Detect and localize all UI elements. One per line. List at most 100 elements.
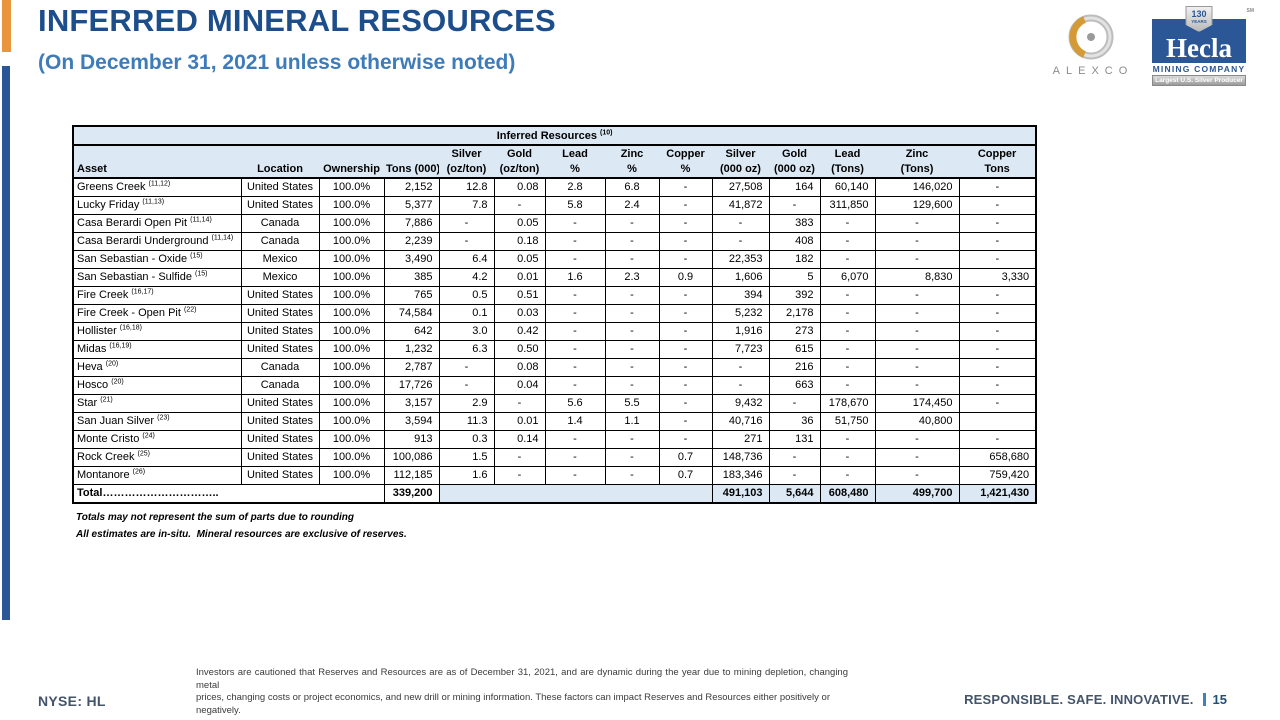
cell-zinc-tons: - <box>874 447 960 467</box>
cell-gold-ozton: - <box>493 465 546 485</box>
header-zinc-pct: % <box>605 161 659 179</box>
cell-tons-000: 100,086 <box>383 447 440 467</box>
cell-copper-tons: - <box>958 357 1037 377</box>
table-body: Greens Creek (11,12) United States 100.0% 2… <box>72 177 1037 504</box>
cell-gold-ozton: 0.50 <box>493 339 546 359</box>
cell-silver-ozton: - <box>438 357 495 377</box>
page-number-separator <box>1202 693 1206 706</box>
cell-lead-tons: 51,750 <box>819 411 876 431</box>
total-gold-koz: 5,644 <box>768 483 821 504</box>
cell-tons-000: 385 <box>383 267 440 287</box>
accent-bar-blue <box>2 66 10 620</box>
table-row: San Juan Silver (23) United States 100.0% 3… <box>72 411 1037 431</box>
footer-right: RESPONSIBLE. SAFE. INNOVATIVE. 15 <box>964 692 1227 707</box>
cell-asset: Monte Cristo (24) <box>72 429 242 449</box>
footnote-insitu: All estimates are in-situ. Mineral resou… <box>76 529 407 540</box>
cell-ownership: 100.0% <box>318 411 385 431</box>
cell-zinc-tons: 129,600 <box>874 195 960 215</box>
table-row: Midas (16,19) United States 100.0% 1,232 6.3… <box>72 339 1037 359</box>
cell-asset: Greens Creek (11,12) <box>72 177 242 197</box>
cell-gold-ozton: 0.01 <box>493 267 546 287</box>
cell-silver-ozton: 6.4 <box>438 249 495 269</box>
page-title: INFERRED MINERAL RESOURCES <box>38 3 556 38</box>
cell-zinc-tons: - <box>874 213 960 233</box>
cell-silver-ozton: 2.9 <box>438 393 495 413</box>
cell-silver-koz: 1,916 <box>711 321 770 341</box>
cell-gold-koz: 36 <box>768 411 821 431</box>
cell-copper-pct: - <box>658 177 713 197</box>
header-silver-koz-line1: Silver <box>712 145 769 161</box>
cell-lead-tons: - <box>819 285 876 305</box>
table-row: Fire Creek - Open Pit (22) United States 1… <box>72 303 1037 323</box>
cell-lead-tons: - <box>819 213 876 233</box>
cell-tons-000: 5,377 <box>383 195 440 215</box>
table-row: Hosco (20) Canada 100.0% 17,726-0.04- - - -663… <box>72 375 1037 395</box>
cell-gold-ozton: 0.03 <box>493 303 546 323</box>
header-lead-tons: (Tons) <box>820 161 875 179</box>
table-row: San Sebastian - Sulfide (15) Mexico 100.0%… <box>72 267 1037 287</box>
cell-gold-koz: - <box>768 465 821 485</box>
cell-gold-ozton: 0.51 <box>493 285 546 305</box>
header-zinc-tons-line1: Zinc <box>875 145 959 161</box>
cell-lead-tons: 178,670 <box>819 393 876 413</box>
cell-silver-ozton: 1.6 <box>438 465 495 485</box>
cell-copper-tons: 658,680 <box>958 447 1037 467</box>
cell-copper-pct: - <box>658 303 713 323</box>
cell-asset: Casa Berardi Open Pit (11,14) <box>72 213 242 233</box>
cell-zinc-pct: - <box>604 321 660 341</box>
cell-lead-pct: - <box>544 357 606 377</box>
cell-ownership: 100.0% <box>318 303 385 323</box>
page-number: 15 <box>1212 692 1227 707</box>
cell-zinc-pct: - <box>604 285 660 305</box>
cell-location: United States <box>240 339 320 359</box>
cell-copper-tons: - <box>958 375 1037 395</box>
cell-gold-ozton: 0.18 <box>493 231 546 251</box>
total-zinc-tons: 499,700 <box>874 483 960 504</box>
cell-silver-ozton: 6.3 <box>438 339 495 359</box>
cell-copper-tons: 759,420 <box>958 465 1037 485</box>
cell-zinc-pct: - <box>604 303 660 323</box>
cell-lead-tons: - <box>819 231 876 251</box>
cell-gold-ozton: 0.01 <box>493 411 546 431</box>
total-blank <box>438 483 713 504</box>
cell-copper-pct: - <box>658 195 713 215</box>
cell-copper-pct: 0.7 <box>658 447 713 467</box>
table-row: Heva (20) Canada 100.0% 2,787-0.08- - - -216- -… <box>72 357 1037 377</box>
cell-tons-000: 642 <box>383 321 440 341</box>
cell-lead-pct: - <box>544 213 606 233</box>
cell-asset: Montanore (26) <box>72 465 242 485</box>
cell-gold-koz: 5 <box>768 267 821 287</box>
header-zinc-pct-line1: Zinc <box>605 145 659 161</box>
cell-zinc-pct: - <box>604 375 660 395</box>
cell-silver-ozton: 12.8 <box>438 177 495 197</box>
cell-location: United States <box>240 447 320 467</box>
cell-silver-koz: 9,432 <box>711 393 770 413</box>
cell-gold-koz: 663 <box>768 375 821 395</box>
cell-tons-000: 112,185 <box>383 465 440 485</box>
cell-gold-koz: 2,178 <box>768 303 821 323</box>
cell-lead-pct: 5.8 <box>544 195 606 215</box>
cell-gold-ozton: - <box>493 393 546 413</box>
cell-copper-pct: - <box>658 339 713 359</box>
cell-ownership: 100.0% <box>318 213 385 233</box>
hecla-banner: Largest U.S. Silver Producer <box>1152 75 1246 86</box>
cell-lead-tons: 6,070 <box>819 267 876 287</box>
cell-lead-tons: - <box>819 249 876 269</box>
cell-zinc-tons: 146,020 <box>874 177 960 197</box>
cell-gold-koz: 408 <box>768 231 821 251</box>
cell-silver-ozton: 0.5 <box>438 285 495 305</box>
cell-silver-koz: 7,723 <box>711 339 770 359</box>
cell-zinc-pct: - <box>604 357 660 377</box>
table-row: Monte Cristo (24) United States 100.0% 913 0… <box>72 429 1037 449</box>
hecla-logo: SM 130 YEARS Hecla MINING COMPANY Larges… <box>1152 6 1254 86</box>
cell-tons-000: 3,490 <box>383 249 440 269</box>
cell-tons-000: 765 <box>383 285 440 305</box>
cell-gold-ozton: - <box>493 447 546 467</box>
cell-copper-pct: - <box>658 213 713 233</box>
cell-asset: Heva (20) <box>72 357 242 377</box>
cell-tons-000: 1,232 <box>383 339 440 359</box>
header-lead-tons-line1: Lead <box>820 145 875 161</box>
table-row: Greens Creek (11,12) United States 100.0% 2… <box>72 177 1037 197</box>
cell-gold-ozton: 0.05 <box>493 213 546 233</box>
cell-zinc-tons: - <box>874 285 960 305</box>
